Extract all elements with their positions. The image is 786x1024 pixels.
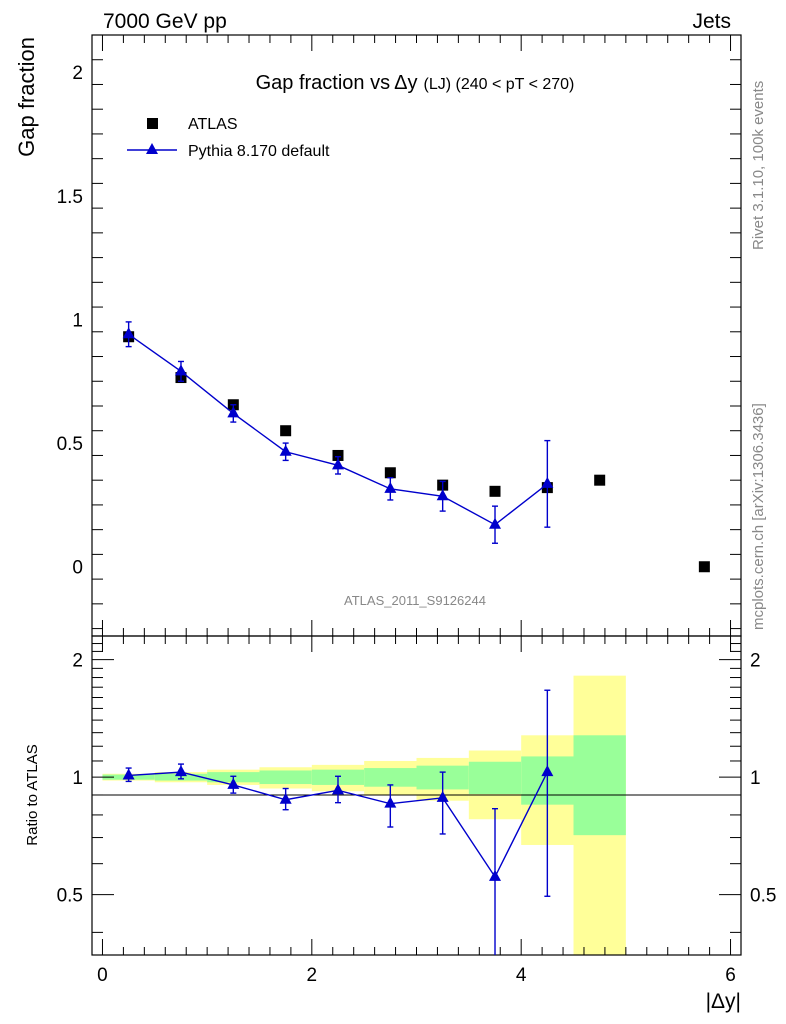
ratio-pythia-point <box>227 777 240 789</box>
pythia-point <box>174 364 187 376</box>
chart-title: Gap fraction vs Δy (LJ) (240 < pT < 270) <box>256 72 575 94</box>
y-tick-label: 0.5 <box>57 434 83 455</box>
main-y-tick-labels: 0 0.5 1 1.5 2 <box>57 63 83 579</box>
pythia-point <box>489 517 502 529</box>
legend-label-atlas: ATLAS <box>188 116 238 133</box>
pythia-point <box>331 458 344 470</box>
ratio-ticks <box>92 636 741 955</box>
ratio-pythia-point <box>436 790 449 802</box>
atlas-point <box>332 449 344 461</box>
ratio-pythia-point <box>384 796 397 808</box>
ratio-data-layer <box>122 689 554 955</box>
chart-title-delta: Δy <box>394 72 417 94</box>
y-tick-label: 1 <box>72 310 83 331</box>
atlas-point <box>384 467 396 479</box>
ratio-tick-label-left: 1 <box>72 768 83 789</box>
ratio-tick-label-right: 2 <box>750 651 761 672</box>
legend-marker-atlas <box>147 118 158 129</box>
ratio-pythia-point <box>331 783 344 795</box>
main-plot-panel: 0 0.5 1 1.5 2 Gap fraction vs Δy (LJ) (240 < p… <box>14 34 742 637</box>
atlas-point <box>280 425 292 437</box>
x-tick-label: 6 <box>725 965 736 986</box>
x-tick-label: 4 <box>516 965 527 986</box>
ratio-green-band <box>259 770 312 785</box>
ratio-pythia-point <box>174 765 187 777</box>
y-axis-label: Gap fraction <box>14 37 39 157</box>
ratio-pythia-point <box>541 765 554 777</box>
chart-title-rest: (LJ) (240 < pT < 270) <box>423 76 574 93</box>
main-ticks <box>92 35 741 636</box>
atlas-point <box>489 485 501 497</box>
x-tick-label: 2 <box>307 965 318 986</box>
legend: ATLAS Pythia 8.170 default <box>127 116 330 160</box>
chart-title-main: Gap fraction vs <box>256 72 391 94</box>
ratio-green-band <box>468 761 522 795</box>
ratio-y-axis-label: Ratio to ATLAS <box>24 744 41 845</box>
legend-label-pythia: Pythia 8.170 default <box>188 143 330 160</box>
ratio-frame <box>91 635 742 956</box>
legend-marker-pythia <box>146 143 158 154</box>
ratio-tick-label-left: 2 <box>72 651 83 672</box>
ratio-pythia-point <box>489 869 502 881</box>
mcplots-reference-label: mcplots.cern.ch [arXiv:1306.3436] <box>750 403 767 630</box>
atlas-point <box>698 561 710 573</box>
x-axis-label: |Δy| <box>706 990 741 1013</box>
ratio-green-band <box>573 735 626 836</box>
ratio-pythia-point <box>122 768 135 780</box>
ratio-tick-label-left: 0.5 <box>57 886 83 907</box>
pythia-point <box>279 444 292 456</box>
y-tick-label: 2 <box>72 63 83 84</box>
rivet-version-label: Rivet 3.1.10, 100k events <box>750 81 767 250</box>
ratio-tick-labels: 0.5 0.5 1 1 2 2 <box>57 651 777 907</box>
analysis-watermark: ATLAS_2011_S9126244 <box>344 593 486 608</box>
ratio-pythia-point <box>279 792 292 804</box>
ratio-tick-label-right: 1 <box>750 768 761 789</box>
pythia-point <box>436 489 449 501</box>
header-left: 7000 GeV pp <box>103 10 227 33</box>
pythia-point <box>227 406 240 418</box>
pythia-point <box>122 327 135 339</box>
y-tick-label: 0 <box>72 558 83 579</box>
x-tick-label: 0 <box>97 965 108 986</box>
main-data-layer <box>122 321 710 573</box>
atlas-point <box>594 474 606 486</box>
pythia-point <box>541 476 554 488</box>
ratio-tick-label-right: 0.5 <box>750 886 776 907</box>
ratio-green-band <box>364 768 417 787</box>
header-right: Jets <box>692 10 731 33</box>
x-tick-labels: 0 2 4 6 <box>97 965 736 986</box>
pythia-point <box>384 481 397 493</box>
ratio-plot-panel: 0.5 0.5 1 1 2 2 Ratio to ATLAS 0 2 4 6 |Δy| <box>24 635 777 1013</box>
y-tick-label: 1.5 <box>57 187 83 208</box>
pythia-line <box>128 333 548 526</box>
